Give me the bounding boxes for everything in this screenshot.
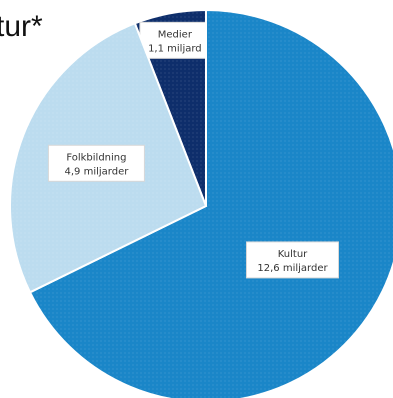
slice-label-box: [47, 144, 145, 182]
slice-label-value: 12,6 miljarder: [257, 263, 328, 274]
slice-label-box: [245, 241, 339, 279]
slice-label-kultur: Kultur 12,6 miljarder: [245, 241, 339, 279]
slice-label-name: Kultur: [278, 249, 308, 260]
chart-title-fragment: tur*: [0, 10, 43, 43]
slice-label-name: Medier: [158, 29, 193, 40]
pie-slice-texture: [30, 10, 393, 398]
slice-label-value: 4,9 miljarder: [65, 166, 130, 177]
slice-label-name: Folkbildning: [66, 152, 126, 163]
pie-slice-texture: [134, 10, 206, 206]
slice-label-value: 1,1 miljard: [148, 43, 202, 54]
slice-label-folkbildning: Folkbildning 4,9 miljarder: [47, 144, 145, 182]
slice-label-medier: Medier 1,1 miljard: [139, 21, 211, 59]
